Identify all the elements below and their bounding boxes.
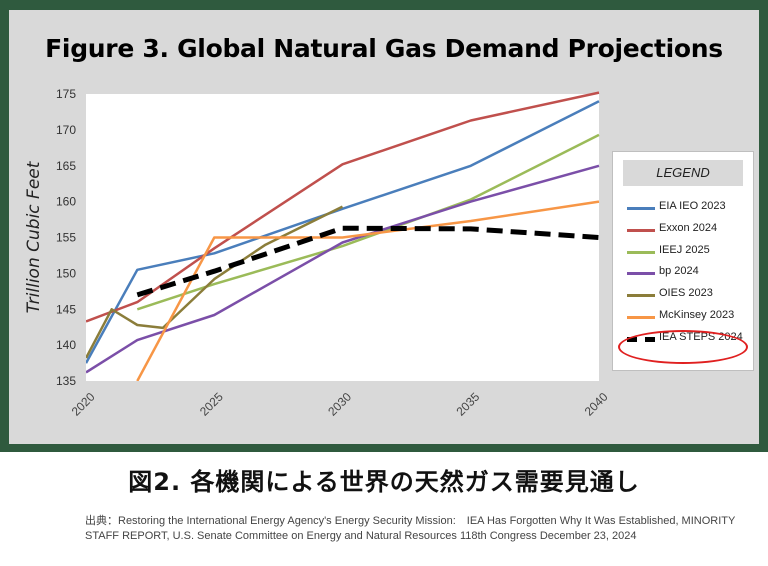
legend-label: IEEJ 2025	[659, 243, 710, 256]
legend-swatch	[627, 207, 655, 210]
source-note: 出典：Restoring the International Energy Ag…	[85, 515, 736, 542]
legend-label: Exxon 2024	[659, 221, 718, 234]
y-tick-label: 150	[56, 266, 76, 280]
line-chart: 135 140 145 150 155 160 165 170 175 2020 2025 2030 2…	[24, 87, 611, 419]
legend-swatch	[627, 228, 655, 232]
figure-caption: 図2. 各機関による世界の天然ガス需要見通し	[128, 468, 640, 496]
legend-label: OIES 2023	[659, 287, 713, 300]
legend-swatch	[627, 250, 655, 254]
y-axis-label: Trillion Cubic Feet	[24, 160, 44, 313]
y-tick-label: 170	[56, 123, 76, 137]
x-tick-label: 2035	[454, 390, 483, 419]
legend-label: bp 2024	[659, 265, 699, 278]
x-tick-label: 2025	[197, 390, 226, 419]
chart-title: Figure 3. Global Natural Gas Demand Proj…	[45, 34, 723, 63]
y-tick-label: 145	[56, 302, 76, 316]
x-tick-label: 2040	[582, 390, 611, 419]
series-line-4	[86, 164, 600, 374]
legend-swatch	[627, 316, 655, 319]
y-tick-label: 175	[56, 87, 76, 101]
legend-label: McKinsey 2023	[659, 309, 735, 321]
series-group	[86, 91, 600, 381]
series-line-5	[86, 205, 344, 359]
series-line-3	[136, 133, 600, 311]
legend-swatch	[627, 294, 655, 298]
y-tick-label: 135	[56, 374, 76, 388]
legend-swatch	[627, 272, 655, 276]
series-line-1	[86, 100, 600, 364]
legend-item: McKinsey 2023	[623, 307, 751, 327]
legend-item: OIES 2023	[623, 285, 751, 305]
legend-item: bp 2024	[623, 263, 751, 283]
legend-item: IEEJ 2025	[623, 242, 751, 262]
x-tick-label: 2030	[325, 390, 354, 419]
figure-frame: Figure 3. Global Natural Gas Demand Proj…	[0, 0, 768, 452]
legend-item: EIA IEO 2023	[623, 198, 751, 218]
x-tick-label: 2020	[69, 390, 98, 419]
y-tick-label: 155	[56, 231, 76, 245]
legend-label: EIA IEO 2023	[659, 200, 726, 212]
legend-item: Exxon 2024	[623, 220, 751, 240]
chart-panel: Figure 3. Global Natural Gas Demand Proj…	[9, 10, 759, 444]
y-tick-label: 165	[56, 159, 76, 173]
y-tick-label: 140	[56, 338, 76, 352]
legend-title: LEGEND	[623, 160, 743, 186]
series-line-7	[136, 225, 600, 298]
series-line-6	[136, 200, 600, 381]
y-tick-label: 160	[56, 195, 76, 209]
highlight-ellipse	[618, 330, 748, 364]
series-line-2	[86, 91, 600, 323]
